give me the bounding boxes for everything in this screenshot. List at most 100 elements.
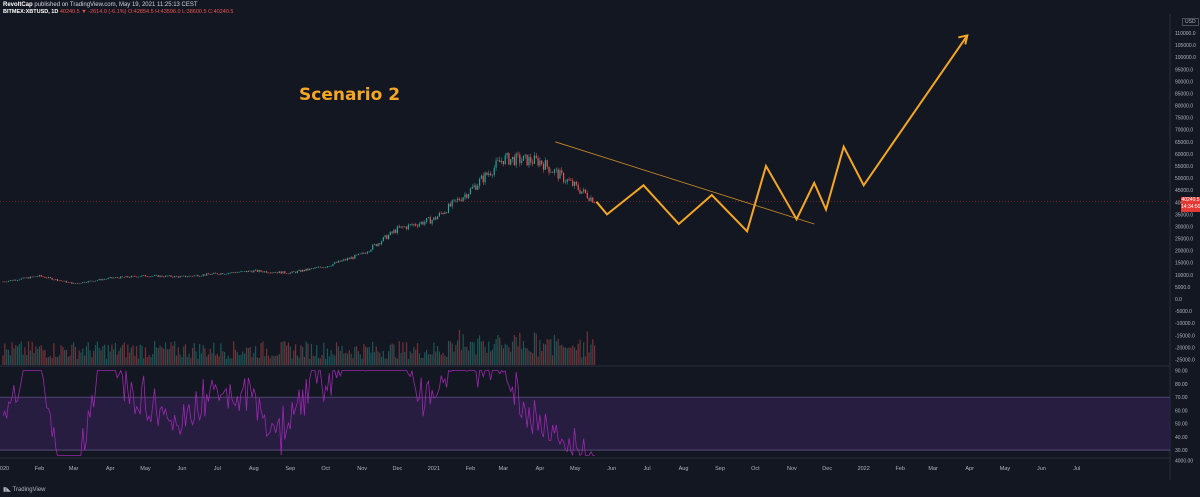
volume-bar — [6, 349, 8, 365]
volume-bar — [395, 357, 397, 365]
volume-bar — [60, 345, 62, 365]
candle-body — [499, 160, 501, 163]
volume-bar — [361, 358, 363, 365]
ohlc-legend: BITMEX:XBTUSD, 1D 40240.5 ▼ -2614.0 (-6.… — [3, 9, 233, 16]
tradingview-logo[interactable]: ▮◣ TradingView — [3, 486, 46, 493]
volume-bar — [291, 358, 293, 365]
volume-bar — [323, 342, 325, 365]
tradingview-icon: ▮◣ — [3, 487, 11, 493]
candle-body — [453, 199, 455, 201]
candle-body — [542, 164, 545, 170]
volume-bar — [130, 347, 132, 365]
currency-button[interactable]: USD — [1182, 18, 1199, 26]
price-tick-label: 80000.0 — [1175, 104, 1193, 110]
candle-body — [214, 272, 217, 274]
volume-bar — [413, 347, 415, 365]
volume-bar — [398, 341, 400, 365]
price-tick-label: 105000.0 — [1175, 43, 1196, 49]
candle-body — [11, 280, 13, 281]
publisher-name[interactable]: RevoltCap — [3, 2, 33, 8]
volume-bar — [491, 349, 494, 365]
candle-body — [504, 155, 506, 165]
volume-bar — [107, 345, 109, 365]
candle-body — [517, 153, 519, 155]
candle-body — [181, 276, 183, 277]
volume-bar — [528, 350, 530, 365]
volume-bar — [15, 345, 17, 365]
price-tick-label: 50000.0 — [1175, 176, 1193, 182]
candle-body — [111, 277, 113, 279]
volume-bar — [469, 341, 472, 365]
time-tick-label: Sep — [285, 466, 295, 472]
volume-bar — [552, 355, 554, 365]
candle-body — [515, 153, 517, 166]
candle-body — [105, 278, 108, 280]
candle-body — [64, 280, 66, 282]
volume-bar — [236, 352, 238, 365]
candle-body — [477, 185, 479, 190]
candle-body — [206, 273, 208, 276]
candle-body — [69, 282, 71, 283]
publish-header: RevoltCap published on TradingView.com, … — [3, 1, 198, 9]
candle-body — [102, 279, 104, 281]
volume-bar — [152, 354, 154, 365]
volume-bar — [87, 342, 89, 365]
price-tick-label: 10000.0 — [1175, 273, 1193, 279]
candle-body — [541, 160, 543, 165]
candle-body — [511, 156, 514, 160]
candle-body — [458, 198, 461, 201]
volume-bar — [40, 345, 42, 365]
candle-body — [413, 224, 415, 226]
volume-bar — [510, 351, 512, 365]
volume-bar — [218, 356, 220, 365]
time-tick-label: Feb — [466, 466, 475, 472]
volume-bar — [563, 347, 565, 365]
volume-bar — [382, 351, 384, 365]
candle-body — [422, 221, 424, 225]
price-tick-label: 85000.0 — [1175, 91, 1193, 97]
symbol-label[interactable]: BITMEX:XBTUSD, 1D — [3, 9, 59, 15]
time-tick-label: Jul — [644, 466, 651, 472]
volume-bar — [143, 358, 145, 365]
candle-body — [535, 155, 537, 158]
volume-bar — [352, 357, 354, 365]
volume-bar — [533, 332, 536, 365]
candle-body — [234, 272, 237, 274]
candle-body — [400, 226, 402, 228]
time-tick-label: Sep — [715, 466, 725, 472]
volume-bar — [58, 355, 60, 365]
volume-bar — [83, 355, 86, 365]
candle-body — [586, 193, 588, 199]
volume-bar — [335, 342, 338, 365]
candle-body — [460, 200, 462, 202]
volume-bar — [303, 357, 306, 365]
candle-body — [238, 272, 240, 273]
volume-bar — [46, 357, 48, 365]
volume-bar — [584, 356, 587, 365]
ohlc-values: 40240.5 ▼ -2614.0 (-6.1%) O:42854.5 H:43… — [59, 9, 234, 15]
volume-bar — [522, 341, 525, 365]
volume-bar — [511, 341, 514, 365]
candle-body — [152, 275, 154, 277]
candle-body — [363, 252, 365, 254]
candle-body — [471, 187, 473, 189]
candle-body — [396, 226, 399, 233]
volume-bar — [504, 343, 506, 365]
last-price-value: 40240.5 — [1181, 197, 1200, 203]
candle-body — [200, 275, 202, 277]
volume-bar — [211, 353, 213, 365]
volume-bar — [161, 347, 163, 365]
volume-bar — [223, 352, 226, 365]
volume-bar — [499, 337, 501, 365]
tradingview-logo-text: TradingView — [12, 487, 46, 493]
time-tick-label: Mar — [499, 466, 509, 472]
volume-bar — [69, 355, 71, 365]
volume-bar — [174, 341, 176, 365]
volume-bar — [341, 345, 343, 365]
candle-body — [137, 276, 140, 278]
candle-body — [519, 154, 521, 163]
candle-body — [375, 244, 377, 247]
volume-bar — [426, 349, 428, 365]
rsi-line — [2, 369, 595, 457]
